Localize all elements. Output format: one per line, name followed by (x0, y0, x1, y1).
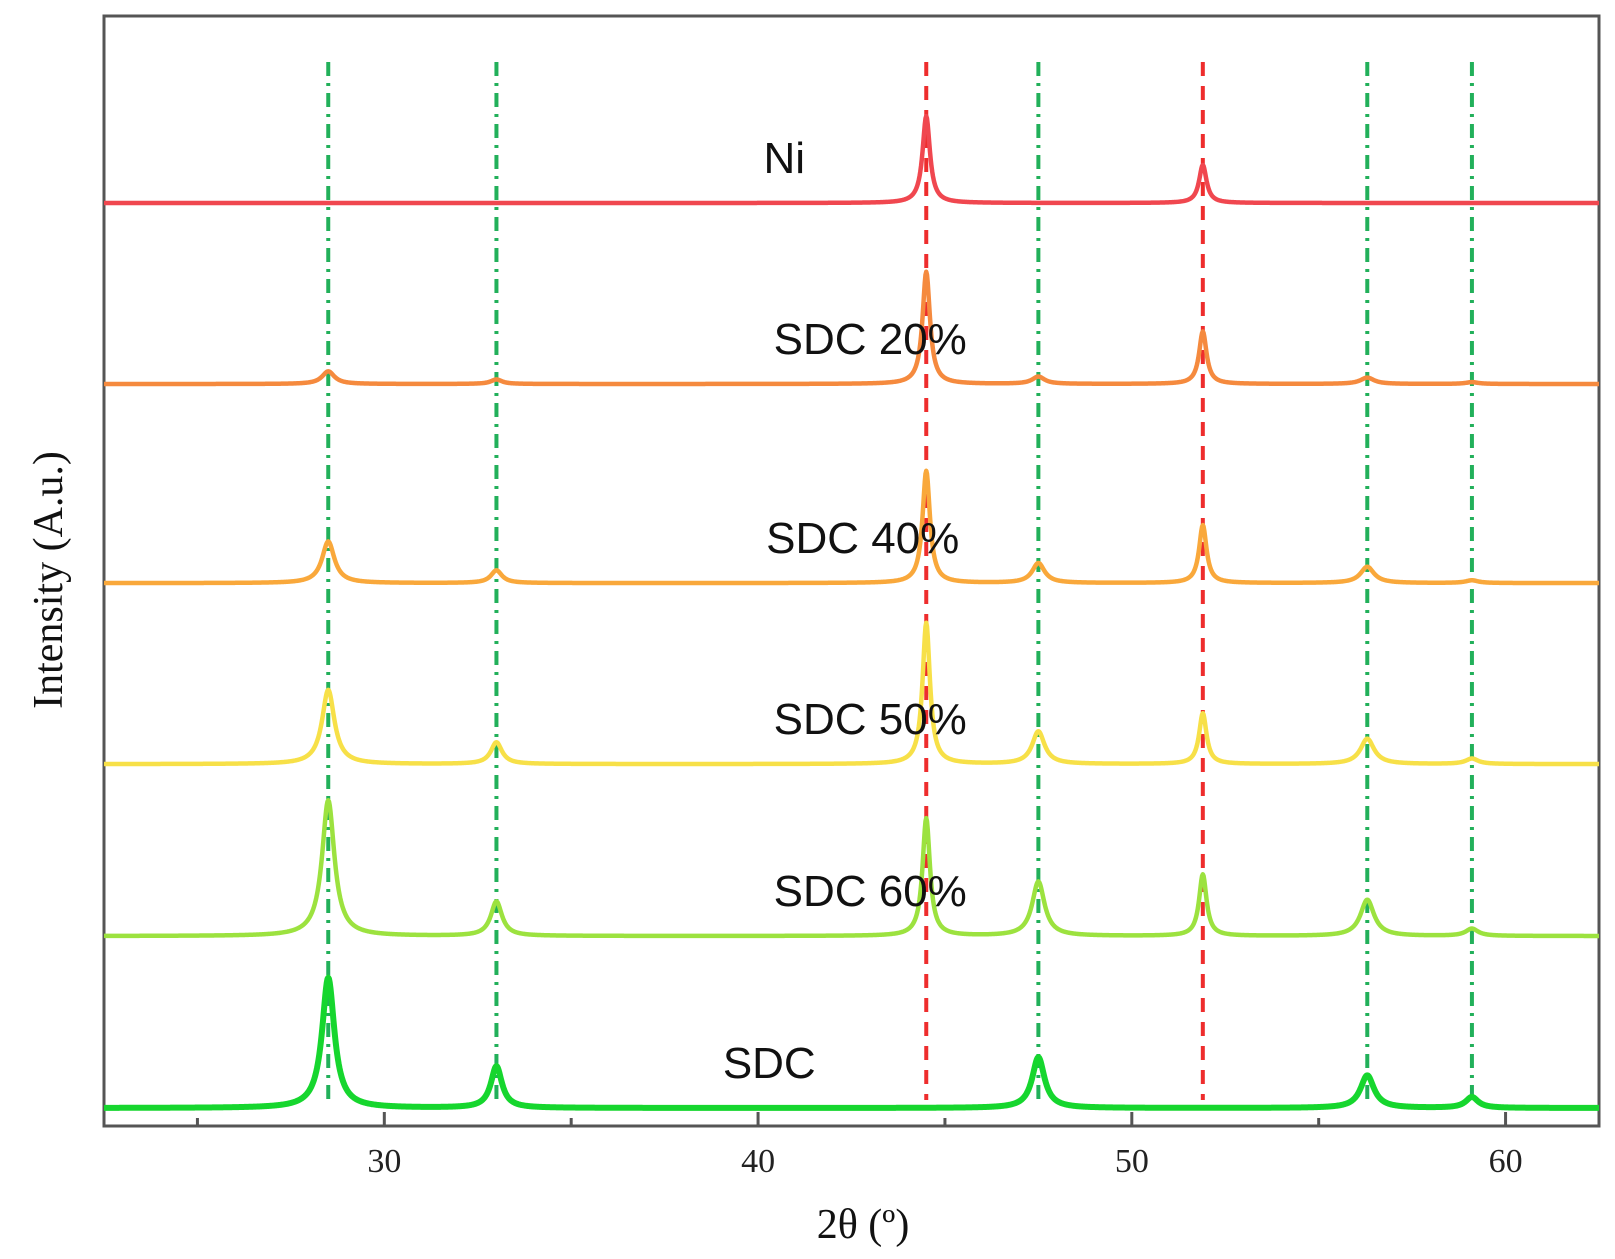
series-lines (101, 113, 1602, 1111)
series-line-ni (102, 113, 1601, 206)
series-line-sdc-60 (102, 797, 1601, 939)
x-tick-label-30: 30 (367, 1143, 401, 1180)
series-label-sdc-20: SDC 20% (774, 315, 967, 364)
series-labels: Ni SDC 20% SDC 40% SDC 50% SDC 60% SDC (723, 134, 967, 1088)
series-line-sdc-20 (102, 269, 1601, 387)
series-label-sdc-40: SDC 40% (766, 514, 959, 563)
x-tick-label-60: 60 (1489, 1143, 1523, 1180)
series-line-sdc-40 (102, 468, 1601, 586)
x-axis-ticks: 30 40 50 60 (195, 1112, 1523, 1180)
series-label-sdc: SDC (723, 1039, 816, 1088)
x-tick-label-50: 50 (1115, 1143, 1149, 1180)
series-label-ni: Ni (763, 134, 805, 183)
x-tick-label-40: 40 (741, 1143, 775, 1180)
series-label-sdc-60: SDC 60% (774, 867, 967, 916)
series-label-sdc-50: SDC 50% (774, 695, 967, 744)
plot-frame (102, 14, 1601, 1128)
series-line-sdc-50 (102, 620, 1601, 767)
x-axis-title: 2θ (º) (817, 1202, 910, 1248)
y-axis-title: Intensity (A.u.) (26, 451, 72, 709)
series-line-sdc (101, 974, 1602, 1111)
